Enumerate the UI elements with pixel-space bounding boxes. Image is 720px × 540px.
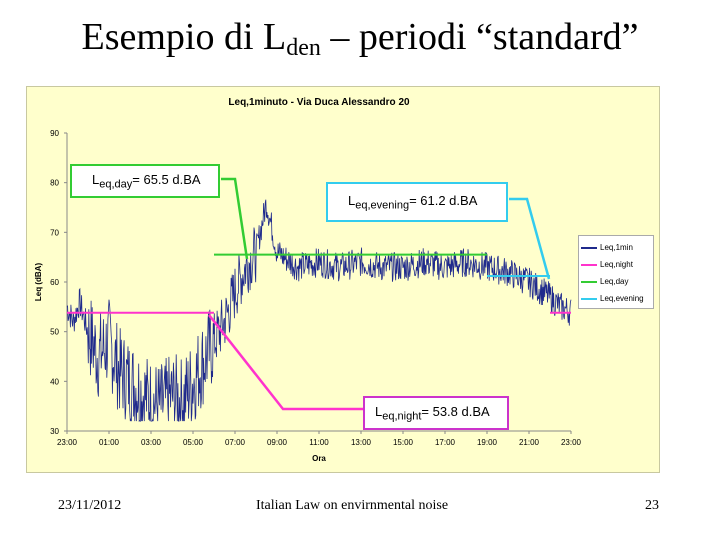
x-tick-label: 19:00: [477, 438, 498, 447]
callout-evening: Leq,evening= 61.2 d.BA: [326, 182, 508, 222]
legend-item: Leq,day: [581, 273, 651, 290]
callout-day: Leq,day= 65.5 d.BA: [70, 164, 220, 198]
x-tick-label: 01:00: [99, 438, 120, 447]
legend-swatch: [581, 246, 597, 249]
footer-date: 23/11/2012: [58, 498, 122, 513]
slide-title: Esempio di Lden – periodi “standard”: [81, 16, 639, 61]
legend-item: Leq,evening: [581, 290, 651, 307]
legend-swatch: [581, 280, 597, 283]
legend-label: Leq,day: [600, 277, 629, 286]
y-tick-label: 50: [50, 328, 59, 337]
legend-label: Leq,evening: [600, 294, 644, 303]
x-tick-label: 05:00: [183, 438, 204, 447]
connector-day: [221, 177, 249, 260]
y-tick-label: 90: [50, 129, 59, 138]
y-tick-label: 40: [50, 377, 59, 386]
y-tick-label: 60: [50, 278, 59, 287]
connector-night: [208, 314, 364, 411]
legend-item: Leq,night: [581, 256, 651, 273]
x-tick-label: 07:00: [225, 438, 246, 447]
x-tick-label: 21:00: [519, 438, 540, 447]
footer-page-number: 23: [645, 498, 659, 513]
x-tick-label: 13:00: [351, 438, 372, 447]
callout-night: Leq,night= 53.8 d.BA: [363, 396, 509, 430]
connector-evening: [509, 197, 551, 280]
x-tick-label: 17:00: [435, 438, 456, 447]
y-tick-label: 30: [50, 427, 59, 436]
y-axis-label: Leq (dBA): [34, 263, 43, 302]
footer-center: Italian Law on envirnmental noise: [256, 498, 449, 513]
x-tick-label: 03:00: [141, 438, 162, 447]
legend-label: Leq,night: [600, 260, 633, 269]
legend-label: Leq,1min: [600, 243, 633, 252]
legend-item: Leq,1min: [581, 239, 651, 256]
legend-swatch: [581, 297, 597, 300]
chart-area: Leq,1minuto - Via Duca Alessandro 20 30 40…: [26, 86, 660, 473]
legend-swatch: [581, 263, 597, 266]
x-tick-label: 15:00: [393, 438, 414, 447]
series-leq-1min: [66, 199, 572, 422]
x-tick-label: 23:00: [57, 438, 78, 447]
x-axis-label: Ora: [312, 454, 326, 463]
y-tick-label: 80: [50, 179, 59, 188]
y-tick-label: 70: [50, 228, 59, 237]
x-tick-label: 23:00: [561, 438, 582, 447]
chart-title: Leq,1minuto - Via Duca Alessandro 20: [228, 97, 410, 108]
chart-legend: Leq,1min Leq,night Leq,day Leq,evening: [578, 235, 654, 309]
x-tick-label: 09:00: [267, 438, 288, 447]
x-tick-label: 11:00: [309, 438, 329, 447]
chart-svg: Leq,1minuto - Via Duca Alessandro 20 30 40…: [34, 97, 582, 463]
